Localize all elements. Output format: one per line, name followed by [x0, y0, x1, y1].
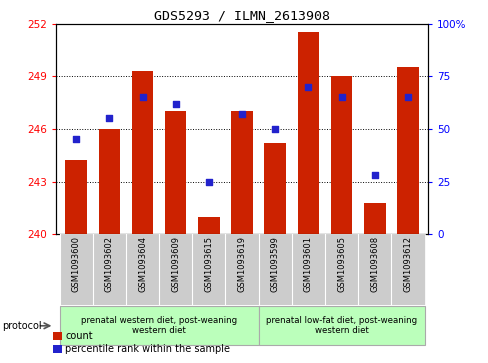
Bar	[325, 234, 357, 305]
Bar	[330, 76, 352, 234]
Bar	[198, 217, 219, 234]
Bar	[396, 68, 418, 234]
Bar	[65, 160, 87, 234]
Bar	[164, 111, 186, 234]
Point	[72, 136, 80, 142]
Point	[370, 172, 378, 178]
Bar	[258, 234, 291, 305]
Bar	[125, 234, 159, 305]
Text: GSM1093612: GSM1093612	[403, 236, 411, 292]
Bar	[291, 234, 325, 305]
Point	[271, 126, 279, 132]
Text: GSM1093609: GSM1093609	[171, 236, 180, 292]
Title: GDS5293 / ILMN_2613908: GDS5293 / ILMN_2613908	[154, 9, 329, 23]
Bar	[192, 234, 225, 305]
Point	[304, 84, 312, 90]
Text: GSM1093608: GSM1093608	[369, 236, 379, 292]
Bar	[93, 234, 125, 305]
Text: GSM1093619: GSM1093619	[237, 236, 246, 292]
Bar	[297, 32, 319, 234]
Text: GSM1093605: GSM1093605	[336, 236, 346, 292]
Point	[138, 94, 146, 100]
Point	[105, 115, 113, 121]
Point	[403, 94, 411, 100]
Bar	[357, 234, 390, 305]
Bar	[231, 111, 252, 234]
Bar	[60, 306, 258, 346]
Point	[204, 179, 212, 184]
Legend: count, percentile rank within the sample: count, percentile rank within the sample	[49, 327, 234, 358]
Bar	[131, 71, 153, 234]
Bar	[99, 129, 120, 234]
Text: protocol: protocol	[2, 321, 42, 331]
Text: GSM1093600: GSM1093600	[72, 236, 81, 292]
Text: GSM1093602: GSM1093602	[104, 236, 114, 292]
Text: prenatal low-fat diet, post-weaning
western diet: prenatal low-fat diet, post-weaning west…	[265, 316, 416, 335]
Text: GSM1093604: GSM1093604	[138, 236, 147, 292]
Text: prenatal western diet, post-weaning
western diet: prenatal western diet, post-weaning west…	[81, 316, 237, 335]
Bar	[258, 306, 424, 346]
Bar	[60, 234, 93, 305]
Point	[337, 94, 345, 100]
Text: GSM1093615: GSM1093615	[204, 236, 213, 292]
Bar	[225, 234, 258, 305]
Text: GSM1093601: GSM1093601	[304, 236, 312, 292]
Point	[238, 111, 245, 117]
Bar	[390, 234, 424, 305]
Bar	[264, 143, 285, 234]
Bar	[363, 203, 385, 234]
Text: GSM1093599: GSM1093599	[270, 236, 279, 292]
Point	[171, 101, 179, 106]
Bar	[159, 234, 192, 305]
